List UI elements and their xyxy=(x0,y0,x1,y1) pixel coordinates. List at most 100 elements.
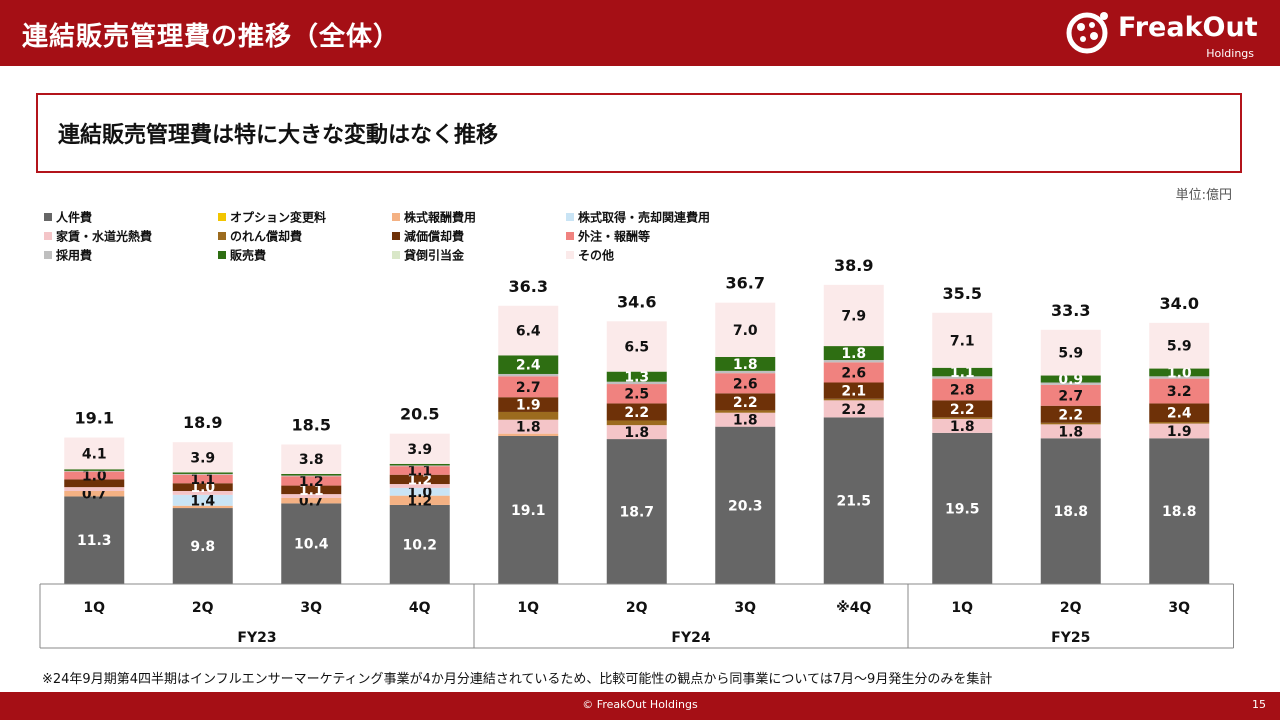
bar-segment xyxy=(64,469,125,471)
legend-item: 株式報酬費用 xyxy=(392,209,476,225)
bar-segment xyxy=(715,370,776,374)
data-label: 1.1 xyxy=(407,463,432,479)
data-label: 1.1 xyxy=(950,365,975,381)
bar-segment xyxy=(606,381,667,385)
group-label: FY23 xyxy=(237,630,276,646)
data-label: 7.0 xyxy=(733,323,758,339)
legend-label: 販売費 xyxy=(230,248,267,263)
x-tick-label: 1Q xyxy=(951,600,973,616)
data-label: 2.2 xyxy=(624,405,649,421)
data-label: 1.3 xyxy=(624,370,649,386)
data-label: 2.7 xyxy=(516,380,541,396)
bar-segment xyxy=(932,378,993,401)
total-label: 18.5 xyxy=(292,416,331,435)
bar-segment xyxy=(498,397,559,412)
data-label: 2.4 xyxy=(516,358,541,374)
data-label: 19.1 xyxy=(511,503,546,519)
legend-item: その他 xyxy=(566,247,614,263)
header-bar: 連結販売管理費の推移（全体） FreakOut Holdings xyxy=(0,0,1280,66)
unit-label: 単位:億円 xyxy=(1175,188,1232,203)
total-label: 34.0 xyxy=(1160,294,1199,313)
legend-label: オプション変更料 xyxy=(230,210,327,225)
bar-segment xyxy=(1149,376,1210,379)
data-label: 18.8 xyxy=(1053,504,1088,520)
legend-label: 人件費 xyxy=(56,210,93,225)
data-label: 6.5 xyxy=(624,339,649,355)
x-tick-label: 1Q xyxy=(517,600,539,616)
bar-segment xyxy=(606,384,667,404)
bar-segment xyxy=(498,411,559,420)
legend-swatch xyxy=(392,231,400,240)
bar-segment xyxy=(389,463,450,466)
bar-segment xyxy=(823,362,884,383)
data-label: 20.3 xyxy=(728,498,763,514)
bar-segment xyxy=(823,346,884,361)
legend-item: 貸倒引当金 xyxy=(392,247,464,263)
bar-segment xyxy=(932,417,993,419)
data-label: 2.1 xyxy=(841,384,866,400)
legend-label: その他 xyxy=(578,248,615,263)
bar-segment xyxy=(281,485,342,495)
bar-segment xyxy=(281,473,342,476)
x-tick-label: 3Q xyxy=(1168,600,1190,616)
bar-segment xyxy=(715,410,776,413)
legend-label: 外注・報酬等 xyxy=(578,229,651,244)
bar-segment xyxy=(281,444,342,474)
logo-mark-icon xyxy=(1066,12,1108,54)
bar-segment xyxy=(932,376,993,379)
bar-segment xyxy=(823,284,884,347)
data-label: 6.4 xyxy=(516,324,541,340)
data-label: 1.2 xyxy=(407,472,432,488)
bar-segment xyxy=(932,400,993,418)
data-label: 1.0 xyxy=(1167,365,1192,381)
bar-segment xyxy=(389,487,450,496)
data-label: 1.8 xyxy=(624,425,649,441)
bar-segment xyxy=(1040,382,1101,385)
bar-segment xyxy=(823,360,884,363)
bar-segment xyxy=(64,487,125,491)
bar-segment xyxy=(715,373,776,394)
total-label: 36.7 xyxy=(726,274,765,293)
bar-segment xyxy=(172,494,233,506)
legend-label: 減価償却費 xyxy=(404,229,465,244)
group-label: FY25 xyxy=(1051,630,1090,646)
key-message: 連結販売管理費は特に大きな変動はなく推移 xyxy=(58,123,499,148)
legend-swatch xyxy=(566,212,574,221)
bar-segment xyxy=(606,420,667,426)
bar-segment xyxy=(498,355,559,374)
data-label: 3.8 xyxy=(299,452,324,468)
bar-segment xyxy=(606,403,667,421)
bar-segment xyxy=(64,437,125,470)
total-label: 20.5 xyxy=(400,405,439,424)
total-label: 36.3 xyxy=(509,277,548,296)
bar-segment xyxy=(172,442,233,473)
bar-segment xyxy=(1040,384,1101,406)
x-tick-label: 3Q xyxy=(734,600,756,616)
footer-bar: © FreakOut Holdings 15 xyxy=(0,692,1280,720)
bar-segment xyxy=(389,433,450,464)
data-label: 1.8 xyxy=(733,413,758,429)
data-label: 18.8 xyxy=(1162,504,1197,520)
data-label: 3.9 xyxy=(407,442,432,458)
page-number: 15 xyxy=(1252,698,1266,711)
bar-segment xyxy=(281,497,342,504)
group-label: FY24 xyxy=(671,630,710,646)
bar-segment xyxy=(823,382,884,399)
data-label: 9.8 xyxy=(190,539,215,555)
legend-item: 外注・報酬等 xyxy=(566,228,650,244)
legend-item: 家賃・水道光熱費 xyxy=(44,228,152,244)
data-label: 1.8 xyxy=(516,420,541,436)
bar-segment xyxy=(64,479,125,488)
bar-segment xyxy=(932,367,993,377)
total-label: 33.3 xyxy=(1051,301,1090,320)
legend-swatch xyxy=(44,212,52,221)
x-tick-label: 2Q xyxy=(192,600,214,616)
company-logo: FreakOut Holdings xyxy=(1064,6,1258,62)
bar-segment xyxy=(281,476,342,486)
legend-item: 減価償却費 xyxy=(392,228,464,244)
bar-segment xyxy=(715,356,776,371)
data-label: 1.0 xyxy=(190,480,215,496)
logo-wordmark: FreakOut xyxy=(1118,12,1258,43)
x-tick-label: ※4Q xyxy=(836,600,871,616)
bar-segment xyxy=(498,305,559,356)
